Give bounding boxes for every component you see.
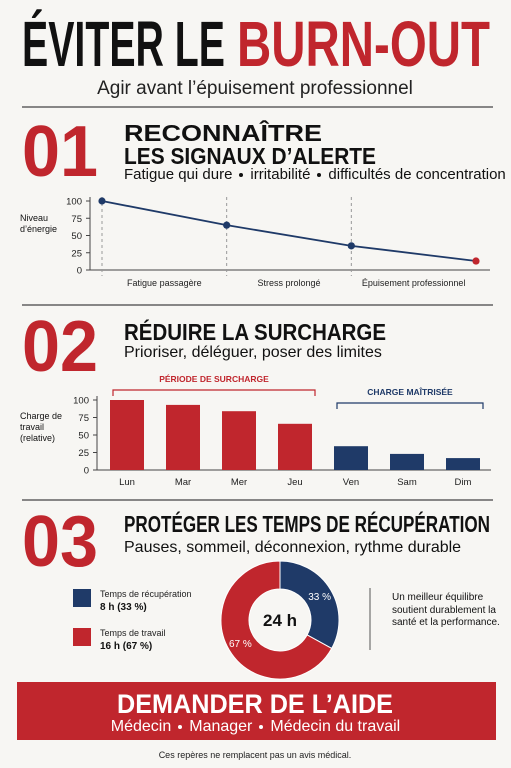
x-tick-label: Jeu [287, 477, 302, 488]
x-tick-label: Mer [231, 477, 247, 488]
section-subtitle: Prioriser, déléguer, poser des limites [124, 344, 382, 361]
footer-item: Médecin du travail [270, 718, 401, 735]
footer-item: Manager [189, 718, 253, 735]
bar [110, 400, 144, 470]
group-label: CHARGE MAÎTRISÉE [367, 386, 453, 397]
bar [166, 404, 200, 470]
section-title: RECONNAÎTRE [124, 119, 322, 146]
bullet [259, 725, 264, 729]
y-tick-label: 0 [77, 266, 82, 277]
point [472, 257, 480, 265]
bullet [317, 172, 322, 177]
x-tick-label: Ven [343, 477, 359, 488]
donut-slice [279, 560, 340, 650]
x-tick-label: Dim [455, 477, 472, 488]
slice-label: 33 % [308, 592, 331, 603]
phase-label: Stress prolongé [257, 278, 320, 288]
legend-detail: 8 h (33 %) [100, 602, 147, 613]
title-black: ÉVITER LE [22, 8, 225, 80]
section-number: 02 [22, 307, 98, 387]
bar [334, 446, 368, 470]
bullet [239, 172, 244, 177]
point [347, 242, 355, 250]
y-tick-label: 100 [73, 396, 89, 407]
bar [446, 458, 480, 470]
y-tick-label: 0 [84, 466, 89, 477]
section-subtitle: Pauses, sommeil, déconnexion, rythme dur… [124, 539, 462, 556]
section-item: difficultés de concentration [328, 166, 506, 183]
disclaimer: Ces repères ne remplacent pas un avis mé… [159, 750, 352, 760]
group-label: PÉRIODE DE SURCHARGE [159, 374, 269, 384]
legend-label: Temps de travail [100, 628, 166, 638]
y-tick-label: 75 [78, 413, 89, 424]
legend-swatch [73, 589, 91, 607]
subtitle: Agir avant l’épuisement professionnel [97, 78, 413, 99]
section-item-row: Fatigue qui dure irritabilité difficultés … [124, 166, 506, 183]
title-red: BURN-OUT [237, 8, 490, 80]
bullet [178, 725, 183, 729]
group-bracket [112, 389, 316, 396]
y-tick-label: 75 [71, 214, 82, 225]
bar [222, 411, 256, 470]
section-number: 01 [22, 112, 98, 192]
y-tick-label: 100 [66, 197, 82, 208]
x-tick-label: Mar [175, 477, 191, 488]
legend-label: Temps de récupération [100, 589, 192, 599]
y-axis-label: Niveau d’énergie [20, 213, 58, 234]
pie-note: Un meilleur équilibre soutient durableme… [392, 592, 500, 628]
legend-detail: 16 h (67 %) [100, 641, 152, 652]
section-number: 03 [22, 502, 98, 582]
section-title: PROTÉGER LES TEMPS DE RÉCUPÉRATION [124, 510, 490, 537]
point [98, 197, 106, 205]
energy-line [101, 200, 477, 262]
footer-banner [17, 682, 496, 740]
slice-label: 67 % [229, 639, 252, 650]
x-tick-label: Sam [397, 477, 417, 488]
footer-title: DEMANDER DE L’AIDE [117, 689, 393, 719]
bar [278, 423, 312, 470]
footer-item-row: Médecin Manager Médecin du travail [0, 718, 511, 736]
y-tick-label: 25 [78, 448, 89, 459]
section-item: irritabilité [250, 166, 311, 183]
point [223, 221, 231, 229]
section-title: RÉDUIRE LA SURCHARGE [124, 318, 386, 345]
center-label: 24 h [263, 611, 297, 630]
section-title: LES SIGNAUX D’ALERTE [124, 143, 376, 169]
bar [390, 453, 424, 470]
donut-slice [220, 560, 333, 680]
y-tick-label: 50 [71, 231, 82, 242]
y-axis-label: Charge de travail (relative) [20, 411, 63, 443]
x-tick-label: Lun [119, 477, 135, 488]
phase-label: Épuisement professionnel [362, 278, 466, 288]
group-bracket [336, 402, 484, 409]
phase-label: Fatigue passagère [127, 278, 202, 288]
y-tick-label: 25 [71, 248, 82, 259]
footer-item: Médecin [110, 718, 172, 735]
y-tick-label: 50 [78, 431, 89, 442]
legend-swatch [73, 628, 91, 646]
section-item: Fatigue qui dure [124, 166, 233, 183]
